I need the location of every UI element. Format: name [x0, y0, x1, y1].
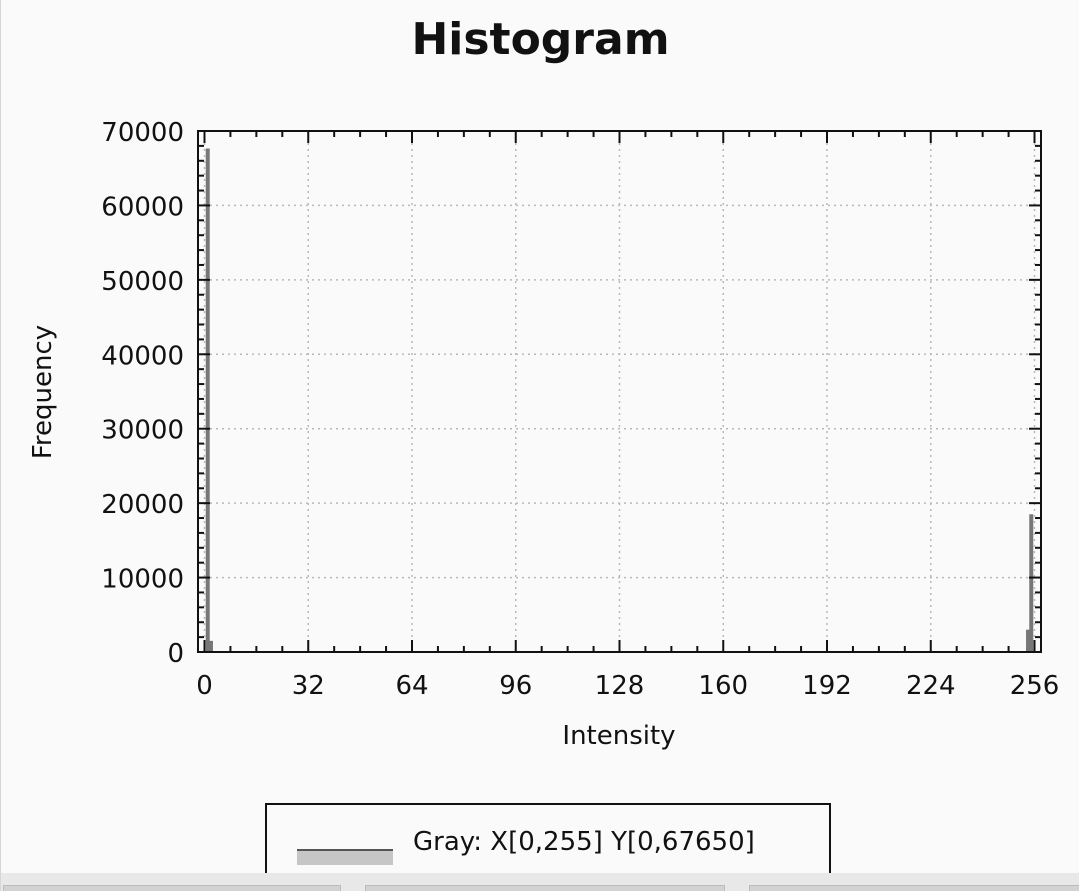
y-tick-label: 60000	[101, 192, 184, 222]
legend-swatch	[297, 849, 393, 865]
y-tick-label: 40000	[101, 341, 184, 371]
y-tick-label: 20000	[101, 490, 184, 520]
legend-label: Gray: X[0,255] Y[0,67650]	[413, 827, 755, 857]
y-tick-label: 50000	[101, 267, 184, 297]
ticks	[198, 130, 1041, 653]
bottom-tab[interactable]	[749, 885, 1079, 891]
x-tick-label: 256	[1010, 671, 1060, 701]
x-tick-label: 64	[395, 671, 428, 701]
y-tick-label: 30000	[101, 416, 184, 446]
x-tick-label: 96	[499, 671, 532, 701]
tick-labels: 0 32 64 96 128 160 192 224 256 0 10000 20000 30000 40…	[101, 118, 1059, 701]
x-tick-label: 192	[802, 671, 852, 701]
chart-title: Histogram	[411, 14, 670, 65]
x-axis-title: Intensity	[562, 721, 675, 751]
x-tick-label: 128	[595, 671, 645, 701]
bars	[205, 148, 1034, 652]
y-axis-title: Frequency	[28, 325, 58, 459]
x-tick-label: 160	[698, 671, 748, 701]
bottom-tab-strip	[1, 873, 1079, 891]
y-tick-label: 0	[167, 639, 184, 669]
y-tick-label: 70000	[101, 118, 184, 148]
legend: Gray: X[0,255] Y[0,67650]	[265, 803, 831, 873]
bottom-tab[interactable]	[365, 885, 725, 891]
x-tick-label: 0	[196, 671, 213, 701]
bottom-tab[interactable]	[3, 885, 341, 891]
x-tick-label: 32	[292, 671, 325, 701]
y-tick-label: 10000	[101, 565, 184, 595]
x-tick-label: 224	[906, 671, 956, 701]
grid	[198, 131, 1041, 652]
